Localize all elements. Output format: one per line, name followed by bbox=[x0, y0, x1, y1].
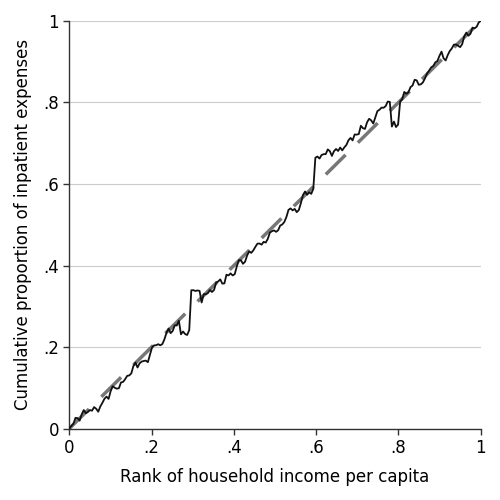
X-axis label: Rank of household income per capita: Rank of household income per capita bbox=[120, 468, 430, 486]
Y-axis label: Cumulative proportion of inpatient expenses: Cumulative proportion of inpatient expen… bbox=[14, 39, 32, 410]
